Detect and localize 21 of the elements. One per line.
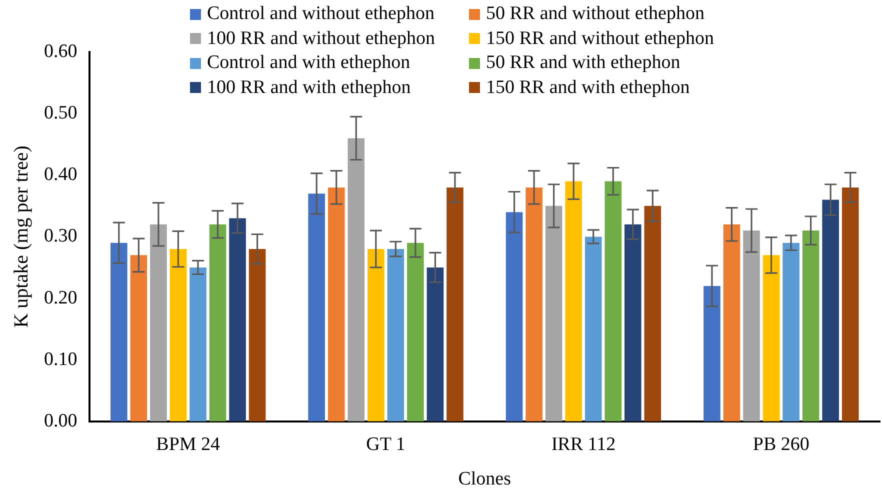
legend-label: 50 RR and without ethephon xyxy=(486,2,704,26)
x-tick-label: GT 1 xyxy=(366,434,406,455)
legend-label: 50 RR and with ethephon xyxy=(486,51,680,75)
y-axis-title: K uptake (mg per tree) xyxy=(10,146,32,328)
x-tick-label: BPM 24 xyxy=(156,434,221,455)
x-axis-title: Clones xyxy=(458,468,512,490)
legend-label: Control and with ethephon xyxy=(207,51,410,75)
legend-label: 100 RR and with ethephon xyxy=(207,76,411,100)
legend-label: 150 RR and without ethephon xyxy=(486,26,714,50)
legend-label: Control and without ethephon xyxy=(207,2,434,26)
y-tick-label: 0.10 xyxy=(44,348,78,370)
y-tick-label: 0.00 xyxy=(44,410,78,432)
y-tick-label: 0.20 xyxy=(44,287,78,308)
y-tick-label: 0.30 xyxy=(44,226,78,247)
y-tick-label: 0.50 xyxy=(44,102,78,124)
x-tick-label: IRR 112 xyxy=(551,434,616,455)
y-tick-label: 0.40 xyxy=(44,164,78,186)
legend-label: 100 RR and without ethephon xyxy=(207,26,435,50)
y-tick-label: 0.60 xyxy=(44,40,78,62)
legend-label: 150 RR and with ethephon xyxy=(486,76,690,100)
x-tick-label: PB 260 xyxy=(752,434,810,455)
